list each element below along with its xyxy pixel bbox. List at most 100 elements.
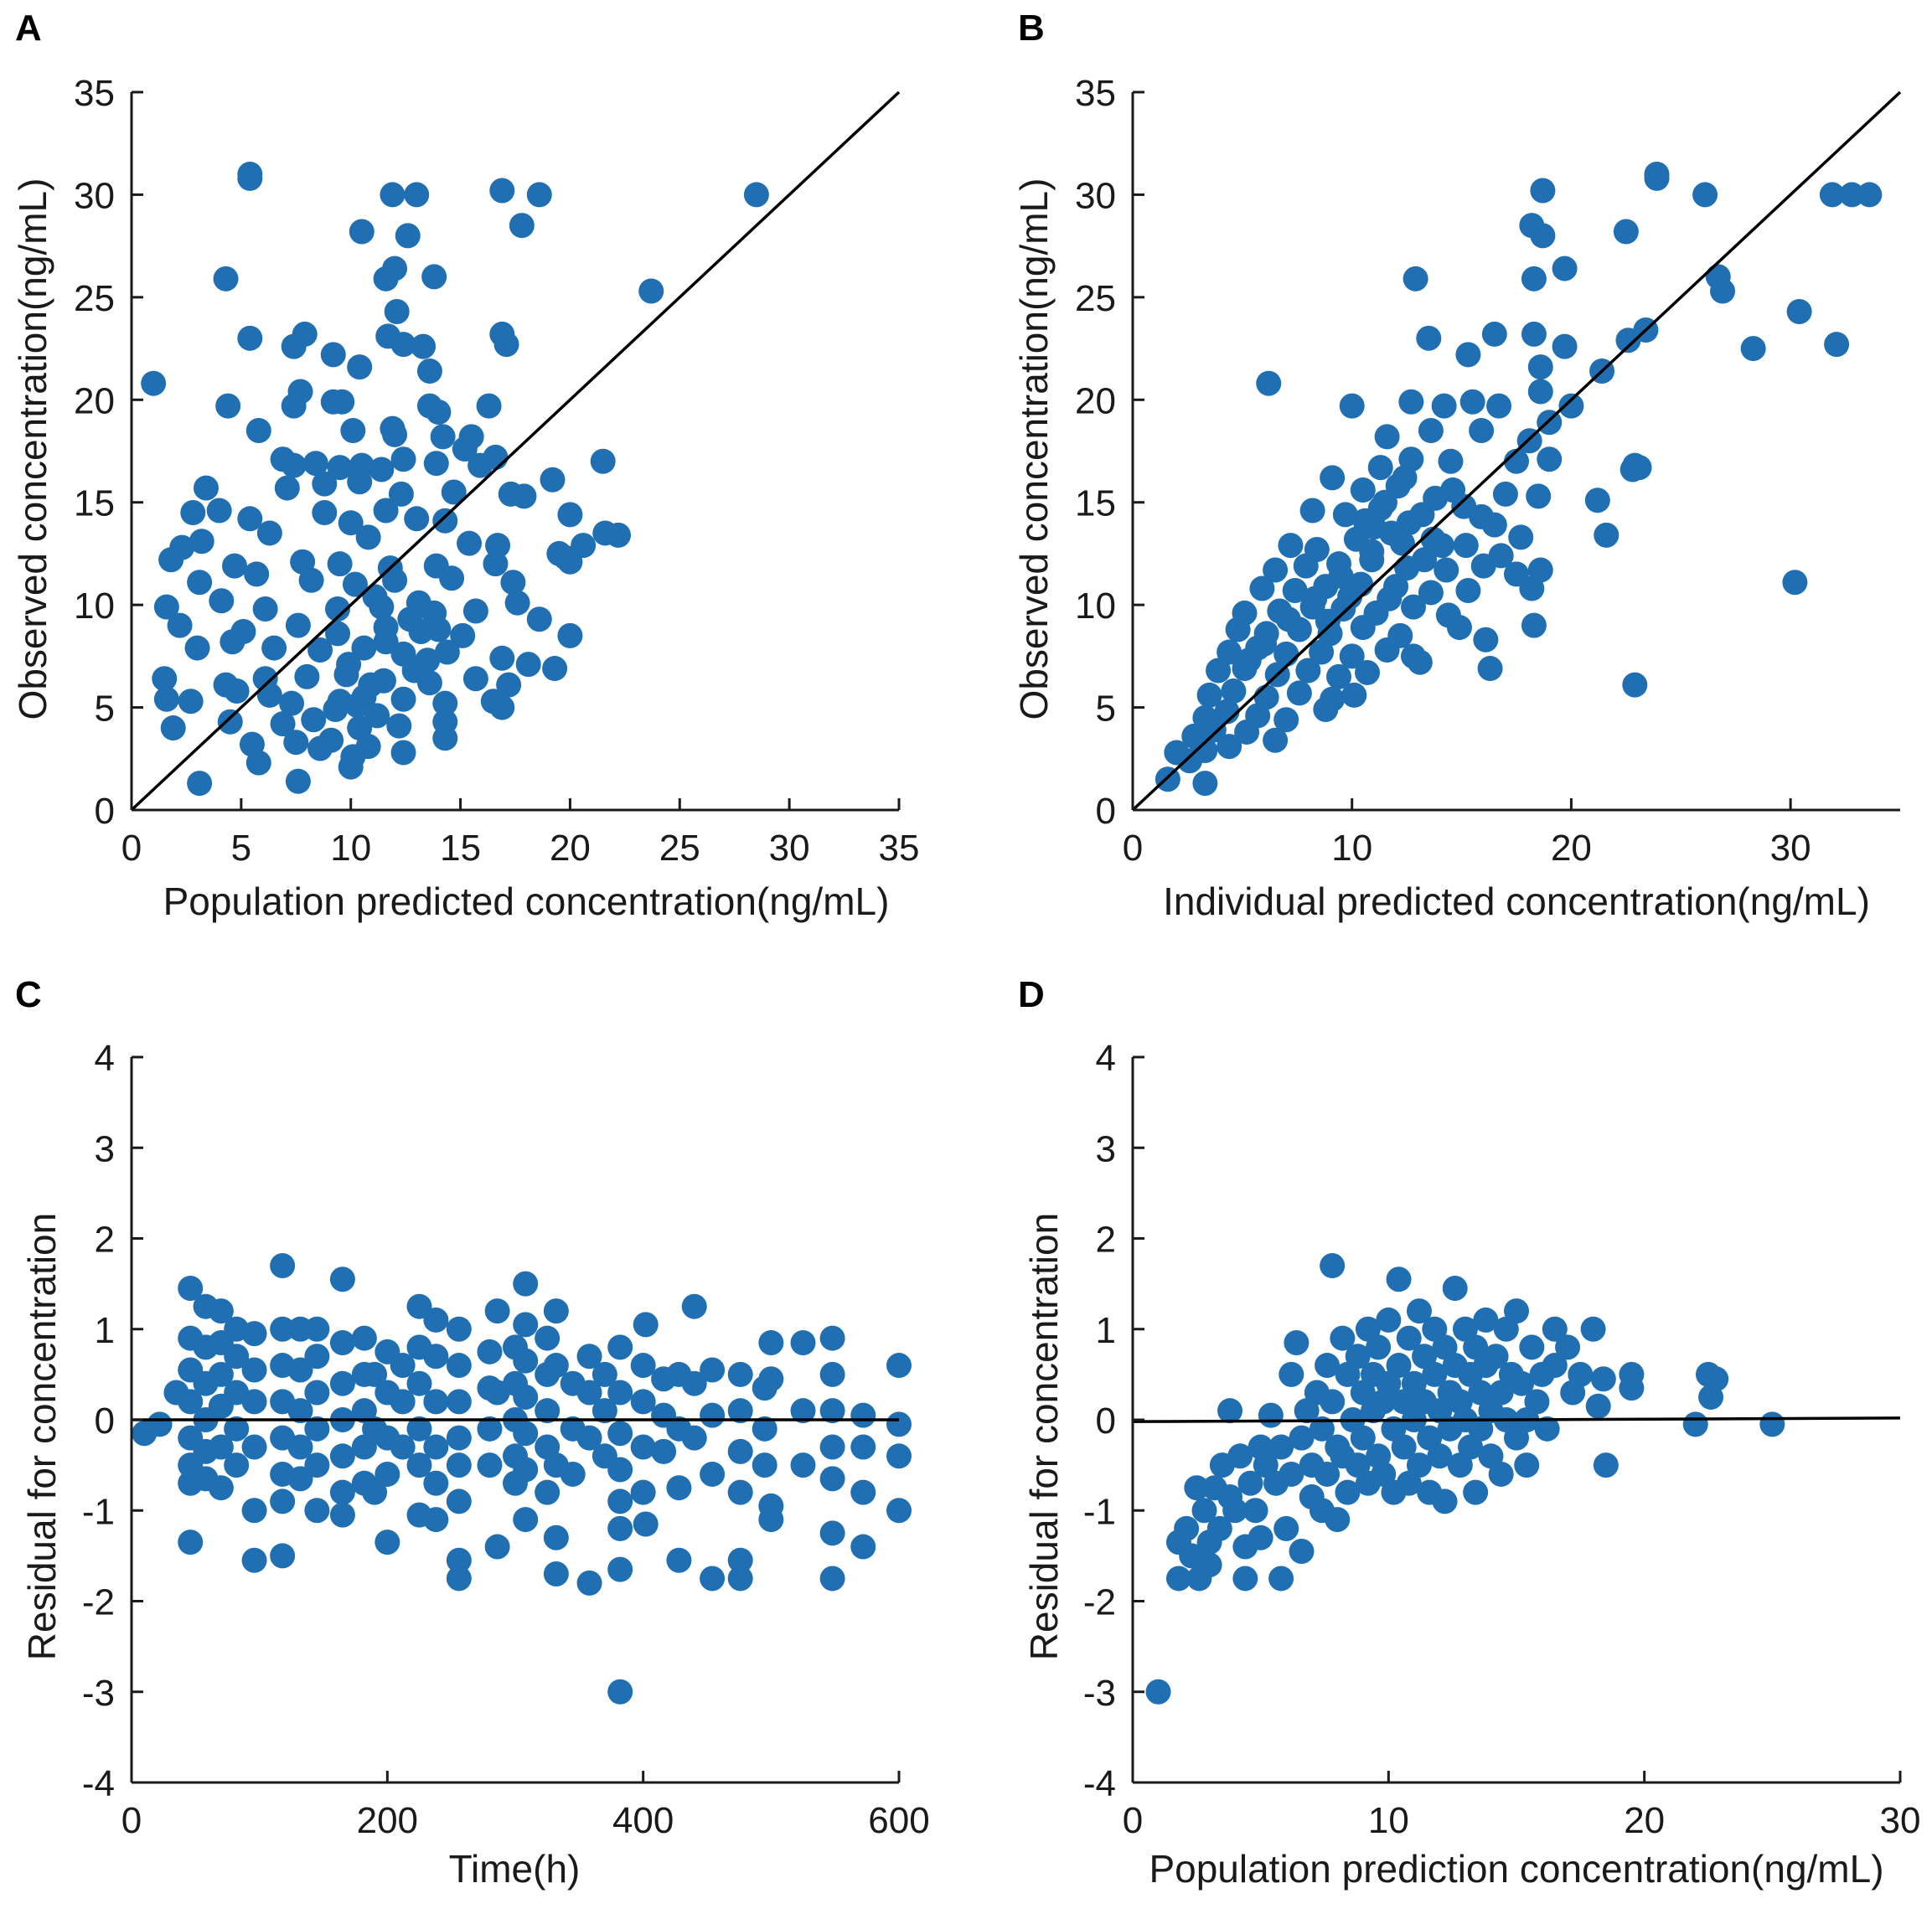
panel-a-point bbox=[285, 768, 311, 794]
panel-d-point bbox=[1191, 1498, 1217, 1524]
panel-a-point bbox=[342, 571, 368, 597]
panel-a-point bbox=[187, 771, 213, 797]
panel-c-point bbox=[700, 1566, 726, 1592]
panel-a-point bbox=[592, 520, 618, 546]
panel-a-point bbox=[252, 596, 278, 622]
panel-c-point bbox=[543, 1353, 569, 1379]
panel-c-point bbox=[241, 1357, 267, 1383]
panel-a-point bbox=[180, 499, 206, 525]
panel-b-point bbox=[1377, 586, 1403, 611]
panel-b-point bbox=[1537, 446, 1563, 472]
panel-a-point bbox=[441, 479, 467, 505]
panel-a-point bbox=[476, 393, 502, 419]
panel-b-point bbox=[1459, 389, 1485, 415]
panel-a-point bbox=[327, 455, 353, 481]
panel-b-point bbox=[1530, 223, 1556, 249]
panel-d-y-tick-label: 3 bbox=[1096, 1128, 1116, 1169]
panel-c-point bbox=[513, 1271, 539, 1297]
panel-c-point bbox=[727, 1398, 753, 1424]
panel-c-point bbox=[224, 1344, 250, 1370]
panel-d-point bbox=[1268, 1434, 1294, 1460]
panel-b-point bbox=[1418, 418, 1444, 444]
panel-a-point bbox=[301, 707, 327, 733]
panel-d-letter: D bbox=[1018, 974, 1045, 1015]
panel-a-point bbox=[382, 567, 408, 593]
panel-c-point bbox=[362, 1361, 388, 1387]
panel-b-point bbox=[1786, 298, 1812, 324]
panel-a-point bbox=[462, 666, 488, 692]
panel-d-point bbox=[1284, 1329, 1310, 1355]
panel-c-point bbox=[886, 1443, 912, 1469]
panel-a-point bbox=[213, 266, 239, 291]
panel-c-point bbox=[241, 1434, 267, 1460]
panel-c-point bbox=[270, 1252, 296, 1278]
panel-c-point bbox=[651, 1438, 677, 1464]
panel-b-point bbox=[1286, 680, 1312, 706]
panel-b-point bbox=[1446, 615, 1472, 641]
panel-a-point bbox=[325, 596, 351, 622]
panel-a-point bbox=[369, 457, 395, 482]
panel-c-point bbox=[727, 1547, 753, 1573]
panel-b-point bbox=[1552, 333, 1578, 359]
panel-c-point bbox=[630, 1353, 656, 1379]
panel-a-point bbox=[347, 354, 373, 380]
panel-a-point bbox=[351, 635, 377, 661]
panel-d-point bbox=[1504, 1298, 1529, 1324]
panel-c-point bbox=[375, 1530, 400, 1555]
panel-c-point bbox=[727, 1361, 753, 1387]
panel-c-point bbox=[576, 1344, 602, 1370]
panel-d-point bbox=[1279, 1361, 1304, 1387]
panel-b-point bbox=[1740, 336, 1766, 362]
panel-a-point bbox=[373, 629, 399, 655]
panel-a-point bbox=[244, 561, 270, 587]
panel-d-point bbox=[1196, 1552, 1222, 1578]
panel-d-x-tick-label: 0 bbox=[1123, 1800, 1143, 1841]
panel-b-point bbox=[1626, 455, 1652, 481]
panel-c-point bbox=[329, 1329, 355, 1355]
panel-c-point bbox=[329, 1267, 355, 1292]
panel-c-point bbox=[446, 1316, 472, 1342]
panel-c-point bbox=[208, 1298, 234, 1324]
panel-b-point bbox=[1824, 332, 1850, 358]
panel-a-x-tick-label: 0 bbox=[121, 828, 142, 869]
panel-a-point bbox=[279, 690, 305, 716]
panel-b-point bbox=[1282, 578, 1308, 604]
panel-d-reference-line bbox=[1132, 1416, 1901, 1423]
panel-a-point bbox=[184, 635, 210, 661]
panel-c-point bbox=[406, 1416, 432, 1442]
panel-b-y-tick-label: 15 bbox=[1075, 483, 1116, 524]
panel-a-point bbox=[452, 436, 478, 462]
panel-c-point bbox=[513, 1421, 539, 1447]
panel-c-x-tick-label: 0 bbox=[121, 1800, 142, 1841]
panel-b-y-tick-label: 20 bbox=[1075, 380, 1116, 421]
panel-a-point bbox=[411, 333, 437, 359]
panel-a-point bbox=[141, 370, 167, 396]
panel-c-point bbox=[446, 1547, 472, 1573]
panel-d-point bbox=[1406, 1452, 1432, 1478]
panel-c-points bbox=[132, 1252, 912, 1705]
panel-b-point bbox=[1488, 543, 1514, 569]
panel-b-point bbox=[1416, 325, 1442, 351]
panel-a-y-tick-label: 25 bbox=[74, 278, 115, 319]
panel-a-point bbox=[457, 530, 483, 556]
panel-b-point bbox=[1473, 627, 1499, 653]
panel-b-point bbox=[1622, 672, 1648, 698]
panel-a-point bbox=[160, 715, 186, 741]
panel-c-point bbox=[477, 1452, 503, 1478]
panel-c-point bbox=[329, 1502, 355, 1528]
panel-a-point bbox=[189, 529, 214, 555]
panel-c-point bbox=[178, 1276, 204, 1302]
panel-c-point bbox=[446, 1566, 472, 1592]
panel-d-point bbox=[1174, 1515, 1200, 1541]
panel-c-point bbox=[423, 1434, 449, 1460]
panel-b-point bbox=[1249, 575, 1275, 601]
panel-c-point bbox=[484, 1298, 510, 1324]
panel-c-point bbox=[819, 1466, 845, 1492]
panel-a-point bbox=[215, 393, 241, 419]
panel-a-point bbox=[320, 342, 346, 368]
panel-c-point bbox=[208, 1434, 234, 1460]
panel-a-point bbox=[373, 498, 399, 524]
panel-d-point bbox=[1376, 1307, 1402, 1333]
panel-b-point bbox=[1710, 278, 1736, 304]
panel-d-point bbox=[1593, 1452, 1619, 1478]
